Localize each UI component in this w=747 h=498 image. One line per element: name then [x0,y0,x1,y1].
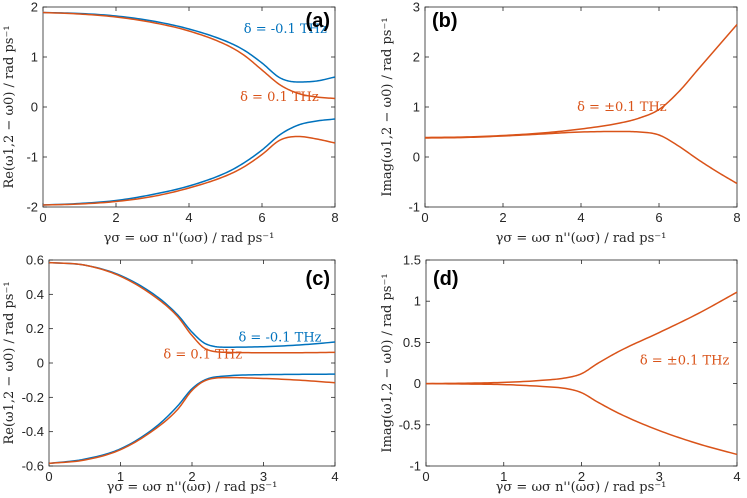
panel-label-a: (a) [306,10,330,32]
x-tick-label: 4 [331,469,338,484]
y-ticks-b: -1 0 1 2 3 [408,0,737,215]
series-group-c [48,261,336,465]
series-line-a-1 [42,11,336,100]
plot-area-d [425,259,738,467]
x-tick-label: 6 [258,210,265,225]
x-tick-label: 6 [655,210,662,225]
y-ticks-d: -1 -0.5 0 0.5 1 1.5 [399,253,737,474]
x-axis-label-d: γσ = ωσ n''(ωσ) / rad ps⁻¹ [496,480,667,495]
x-tick-label: 4 [733,469,740,484]
y-tick-label: 0 [31,100,38,115]
y-ticks-c: -0.6 -0.4 -0.2 0 0.2 0.4 0.6 [22,253,335,474]
series-line-d-0 [425,291,738,385]
x-axis-label-a: γσ = ωσ n''(ωσ) / rad ps⁻¹ [104,231,275,246]
x-tick-label: 0 [39,210,46,225]
y-tick-label: 0.6 [26,253,44,268]
y-tick-label: 1 [413,100,420,115]
y-tick-label: -1 [26,150,38,165]
x-tick-label: 1 [500,469,507,484]
x-tick-label: 1 [117,469,124,484]
panel-a: 0 2 4 6 8 -2 -1 0 1 2 δ = -0.1 THz δ = 0.1 THz (a… [2,0,339,246]
series-line-c-2 [48,373,336,465]
y-tick-label: -1 [408,200,420,215]
series-line-a-3 [42,135,336,206]
y-tick-label: -2 [26,200,38,215]
x-tick-label: 0 [45,469,52,484]
annotations-b: δ = ±0.1 THz [577,100,667,115]
series-line-d-1 [425,382,738,456]
x-tick-label: 2 [188,469,195,484]
plot-area-c [48,259,336,467]
y-tick-label: -0.4 [22,424,44,439]
x-tick-label: 3 [656,469,663,484]
series-group-d [425,291,738,456]
annotation-a-0: δ = -0.1 THz [244,22,327,37]
x-tick-label: 2 [499,210,506,225]
series-line-c-3 [48,376,336,465]
y-tick-label: 0.4 [26,287,44,302]
y-tick-label: -0.6 [22,459,44,474]
annotations-c: δ = -0.1 THz δ = 0.1 THz [163,331,321,363]
series-line-a-2 [42,118,336,206]
y-tick-label: 1 [31,50,38,65]
y-axis-label-d: Imag(ω1,2 − ω0) / rad ps⁻¹ [380,273,395,452]
x-tick-label: 2 [112,210,119,225]
x-ticks-a: 0 2 4 6 8 [39,7,339,225]
y-tick-label: 0 [414,376,421,391]
annotations-d: δ = ±0.1 THz [640,354,730,369]
y-tick-label: -0.2 [22,390,44,405]
y-tick-label: 0.2 [26,321,44,336]
y-axis-label-a: Re(ω1,2 − ω0) / rad ps⁻¹ [2,25,17,188]
panel-c: 0 1 2 3 4 -0.6 -0.4 -0.2 0 0.2 0.4 0.6 δ = -0.1 TH… [2,253,339,496]
x-axis-label-b: γσ = ωσ n''(ωσ) / rad ps⁻¹ [496,231,667,246]
annotation-a-1: δ = 0.1 THz [240,90,319,105]
x-axis-label-c: γσ = ωσ n''(ωσ) / rad ps⁻¹ [107,480,278,495]
panel-label-c: (c) [306,268,330,290]
x-tick-label: 8 [331,210,338,225]
panel-label-b: (b) [432,10,458,32]
y-tick-label: 0.5 [403,335,421,350]
y-tick-label: -1 [409,459,421,474]
plot-area-a [42,6,336,208]
y-tick-label: 1 [414,294,421,309]
series-line-b-1 [424,130,738,185]
series-line-c-1 [48,261,336,354]
x-tick-label: 2 [578,469,585,484]
y-axis-label-c: Re(ω1,2 − ω0) / rad ps⁻¹ [2,281,17,444]
y-tick-label: 0 [37,356,44,371]
y-tick-label: -0.5 [399,417,421,432]
series-line-a-0 [42,11,336,83]
y-tick-label: 3 [413,0,420,15]
annotations-a: δ = -0.1 THz δ = 0.1 THz [240,22,327,105]
x-tick-label: 0 [421,210,428,225]
x-ticks-d: 0 1 2 3 4 [422,260,741,484]
x-tick-label: 8 [733,210,740,225]
plot-area-b [424,6,738,208]
y-tick-label: 2 [413,50,420,65]
x-ticks-b: 0 2 4 6 8 [421,7,741,225]
x-tick-label: 0 [422,469,429,484]
x-tick-label: 3 [260,469,267,484]
y-tick-label: 2 [31,0,38,15]
y-tick-label: 0 [413,150,420,165]
x-tick-label: 4 [577,210,584,225]
panel-label-d: (d) [433,268,459,290]
annotation-c-0: δ = -0.1 THz [238,331,321,346]
y-axis-label-b: Imag(ω1,2 − ω0) / rad ps⁻¹ [380,17,395,196]
y-tick-label: 1.5 [403,253,421,268]
annotation-c-1: δ = 0.1 THz [163,348,242,363]
series-group-b [424,24,738,185]
panel-d: 0 1 2 3 4 -1 -0.5 0 0.5 1 1.5 δ = ±0.1 THz (d) γσ… [380,253,741,496]
x-tick-label: 4 [185,210,192,225]
x-ticks-c: 0 1 2 3 4 [45,260,339,484]
annotation-b-0: δ = ±0.1 THz [577,100,667,115]
y-ticks-a: -2 -1 0 1 2 [26,0,335,215]
annotation-d-0: δ = ±0.1 THz [640,354,730,369]
series-group-a [42,11,336,206]
